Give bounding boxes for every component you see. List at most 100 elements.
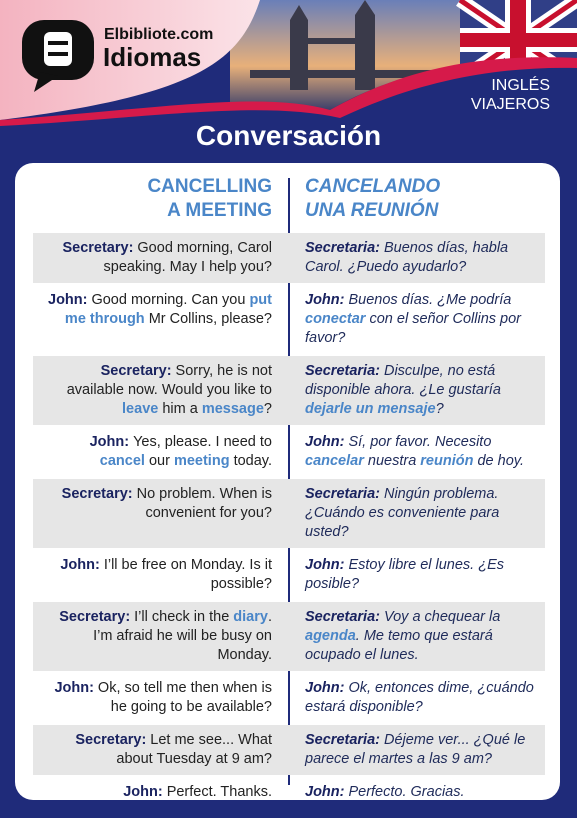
heading-line: UNA REUNIÓN [305, 200, 439, 221]
speaker: John: [60, 557, 100, 573]
text: Ningún problema. ¿Cuándo es conveniente … [305, 486, 500, 540]
text: ? [435, 401, 444, 417]
key-phrase: cancel [99, 453, 145, 469]
speaker: John: [305, 434, 345, 450]
text: him a [158, 401, 202, 417]
line-en: John: Perfect. Thanks. [33, 777, 289, 808]
speaker: Secretary: [62, 240, 134, 256]
line-es: John: Sí, por favor. Necesito cancelar nu… [289, 427, 545, 477]
speaker: Secretary: [75, 732, 147, 748]
speaker: John: [48, 292, 88, 308]
text: Sorry, he is not available now. Would yo… [66, 363, 272, 398]
line-en: John: Yes, please. I need to cancel our m… [33, 427, 289, 477]
key-phrase: reunión [420, 453, 474, 469]
key-phrase: leave [122, 401, 159, 417]
dialogue-row: Secretary: No problem. When is convenient… [33, 479, 545, 548]
speaker: Secretaria: [305, 609, 380, 625]
text: . Me temo que estará ocupado el lunes. [305, 628, 493, 663]
column-heading: CANCELLING A MEETING [33, 175, 272, 223]
column-heading: CANCELANDO UNA REUNIÓN [305, 175, 545, 223]
line-es: Secretaria: Buenos días, habla Carol. ¿Pu… [289, 233, 545, 283]
dialogue-row: Secretary: Let me see... What about Tuesd… [33, 725, 545, 775]
key-phrase: agenda [305, 628, 356, 644]
speaker: John: [305, 784, 345, 800]
text: our [144, 453, 174, 469]
heading-line: CANCELANDO [305, 176, 441, 197]
dialogue-row: John: Perfect. Thanks. John: Perfecto. Grac… [33, 777, 545, 808]
text: Let me see... What about Tuesday at 9 am… [116, 732, 272, 767]
dialogue-row: Secretary: Sorry, he is not available now… [33, 356, 545, 425]
key-phrase: cancelar [305, 453, 364, 469]
line-en: John: Good morning. Can you put me throug… [33, 285, 289, 354]
key-phrase: message [201, 401, 264, 417]
speaker: John: [54, 680, 94, 696]
text: Estoy libre el lunes. ¿Es posible? [305, 557, 505, 592]
speaker: John: [305, 680, 345, 696]
text: ? [263, 401, 272, 417]
badge-line: INGLÉS [491, 77, 550, 94]
key-phrase: meeting [173, 453, 230, 469]
speaker: John: [305, 557, 345, 573]
line-en: John: I’ll be free on Monday. Is it possi… [33, 550, 289, 600]
speaker: Secretary: [100, 363, 172, 379]
line-es: Secretaria: Disculpe, no está disponible … [289, 356, 545, 425]
dialogue-row: John: Good morning. Can you put me throug… [33, 285, 545, 354]
text: Déjeme ver... ¿Qué le parece el martes a… [305, 732, 526, 767]
text: Ok, entonces dime, ¿cuándo estará dispon… [305, 680, 534, 715]
line-es: John: Perfecto. Gracias. [289, 777, 545, 808]
speaker: John: [123, 784, 163, 800]
site-name: Elbibliote.com [104, 26, 214, 43]
speaker: Secretaria: [305, 363, 380, 379]
line-en: Secretary: I’ll check in the diary. I’m a… [33, 602, 289, 671]
line-es: John: Buenos días. ¿Me podría conectar co… [289, 285, 545, 354]
text: Voy a chequear la [383, 609, 501, 625]
line-en: Secretary: Sorry, he is not available now… [33, 356, 289, 425]
text: Ok, so tell me then when is he going to … [97, 680, 272, 715]
text: today. [229, 453, 272, 469]
text: . I’m afraid he will be busy on Monday. [93, 609, 272, 663]
key-phrase: conectar [305, 311, 366, 327]
text: Perfecto. Gracias. [348, 784, 465, 800]
line-es: John: Estoy libre el lunes. ¿Es posible? [289, 550, 545, 600]
key-phrase: put me through [64, 292, 272, 327]
text: nuestra [363, 453, 421, 469]
title: Conversación [195, 120, 382, 151]
text: Perfect. Thanks. [166, 784, 272, 800]
text: Mr Collins, please? [144, 311, 272, 327]
text: Buenos días, habla Carol. ¿Puedo ayudarl… [305, 240, 509, 275]
brand: Idiomas [103, 42, 202, 72]
text: Good morning, Carol speaking. May I help… [103, 240, 272, 275]
heading-line: CANCELLING [147, 176, 272, 197]
text: de hoy. [473, 453, 524, 469]
text: No problem. When is convenient for you? [136, 486, 272, 521]
speaker: John: [89, 434, 130, 450]
dialogue-row: John: Yes, please. I need to cancel our m… [33, 427, 545, 477]
dialogue-row: Secretary: Good morning, Carol speaking. … [33, 233, 545, 283]
line-es: Secretaria: Déjeme ver... ¿Qué le parece … [289, 725, 545, 775]
line-en: Secretary: No problem. When is convenient… [33, 479, 289, 548]
text: con el señor Collins por favor? [305, 311, 522, 346]
dialogue-row: John: Ok, so tell me then when is he goin… [33, 673, 545, 723]
text: I’ll check in the [134, 609, 234, 625]
text: Disculpe, no está disponible ahora. ¿Le … [305, 363, 501, 398]
speaker: Secretaria: [305, 240, 380, 256]
speaker: John: [305, 292, 345, 308]
key-phrase: diary [233, 609, 268, 625]
text: Good morning. Can you [91, 292, 250, 308]
key-phrase: dejarle un mensaje [305, 401, 436, 417]
speaker: Secretaria: [305, 732, 380, 748]
dialogue-row: Secretary: I’ll check in the diary. I’m a… [33, 602, 545, 671]
speaker: Secretaria: [305, 486, 380, 502]
text: Buenos días. ¿Me podría [348, 292, 512, 308]
header-art [0, 0, 577, 130]
line-en: John: Ok, so tell me then when is he goin… [33, 673, 289, 723]
text: I’ll be free on Monday. Is it possible? [103, 557, 272, 592]
line-en: Secretary: Let me see... What about Tuesd… [33, 725, 289, 775]
line-es: John: Ok, entonces dime, ¿cuándo estará d… [289, 673, 545, 723]
line-es: Secretaria: Voy a chequear la agenda. Me … [289, 602, 545, 671]
badge-line: VIAJEROS [470, 96, 550, 113]
dialogue-row: John: I’ll be free on Monday. Is it possi… [33, 550, 545, 600]
text: Yes, please. I need to [133, 434, 272, 450]
line-es: Secretaria: Ningún problema. ¿Cuándo es c… [289, 479, 545, 548]
